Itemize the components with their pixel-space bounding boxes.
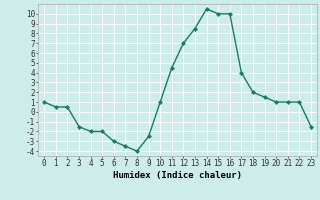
X-axis label: Humidex (Indice chaleur): Humidex (Indice chaleur)	[113, 171, 242, 180]
